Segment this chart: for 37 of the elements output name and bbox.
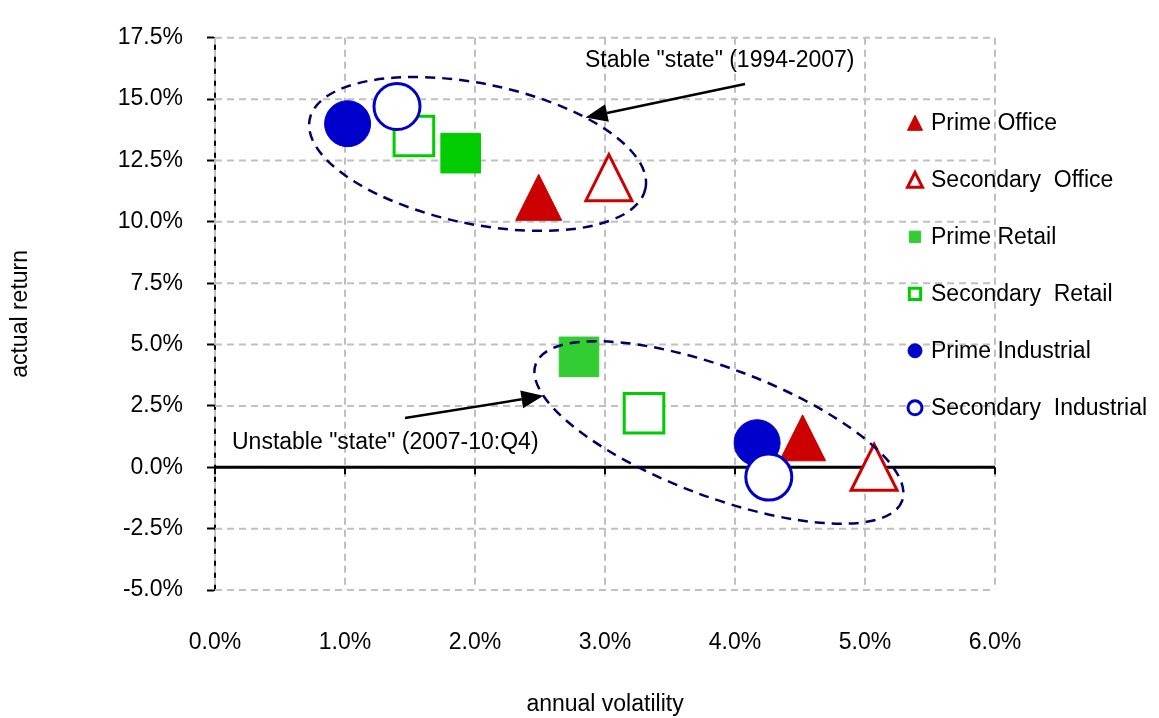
legend-label: Prime Industrial xyxy=(931,337,1091,364)
legend-label: Secondary Office xyxy=(931,166,1114,193)
x-tick-label: 4.0% xyxy=(708,628,762,655)
point xyxy=(515,173,563,221)
legend-label: Secondary Industrial xyxy=(931,394,1148,421)
x-axis-title: annual volatility xyxy=(526,689,685,716)
annotation: Stable "state" (1994-2007) xyxy=(585,46,855,72)
point xyxy=(324,100,372,148)
x-tick-label: 6.0% xyxy=(968,628,1022,655)
y-tick-label: 10.0% xyxy=(117,207,183,234)
y-tick-label: 17.5% xyxy=(117,23,183,50)
y-tick-label: -5.0% xyxy=(122,575,183,602)
point xyxy=(744,452,794,502)
legend-label: Secondary Retail xyxy=(931,280,1113,307)
point xyxy=(849,442,899,492)
y-tick-label: 15.0% xyxy=(117,84,183,111)
point xyxy=(584,153,634,203)
y-tick-label: 12.5% xyxy=(117,145,183,172)
point xyxy=(558,336,600,378)
point xyxy=(440,132,481,174)
y-tick-label: -2.5% xyxy=(122,513,183,540)
point xyxy=(622,392,666,435)
y-tick-label: 5.0% xyxy=(130,329,183,356)
annotation: Unstable "state" (2007-10:Q4) xyxy=(232,428,539,454)
y-tick-label: 7.5% xyxy=(130,268,183,295)
x-tick-label: 0.0% xyxy=(188,628,242,655)
x-tick-label: 3.0% xyxy=(578,628,632,655)
y-axis-title: actual return xyxy=(6,249,33,378)
point xyxy=(779,414,827,462)
y-tick-label: 2.5% xyxy=(130,391,183,418)
legend-label: Prime Retail xyxy=(931,223,1057,250)
legend-label: Prime Office xyxy=(931,109,1058,136)
x-tick-label: 5.0% xyxy=(838,628,892,655)
x-tick-label: 2.0% xyxy=(448,628,502,655)
x-tick-label: 1.0% xyxy=(318,628,372,655)
point xyxy=(372,82,422,132)
y-tick-label: 0.0% xyxy=(130,452,183,479)
